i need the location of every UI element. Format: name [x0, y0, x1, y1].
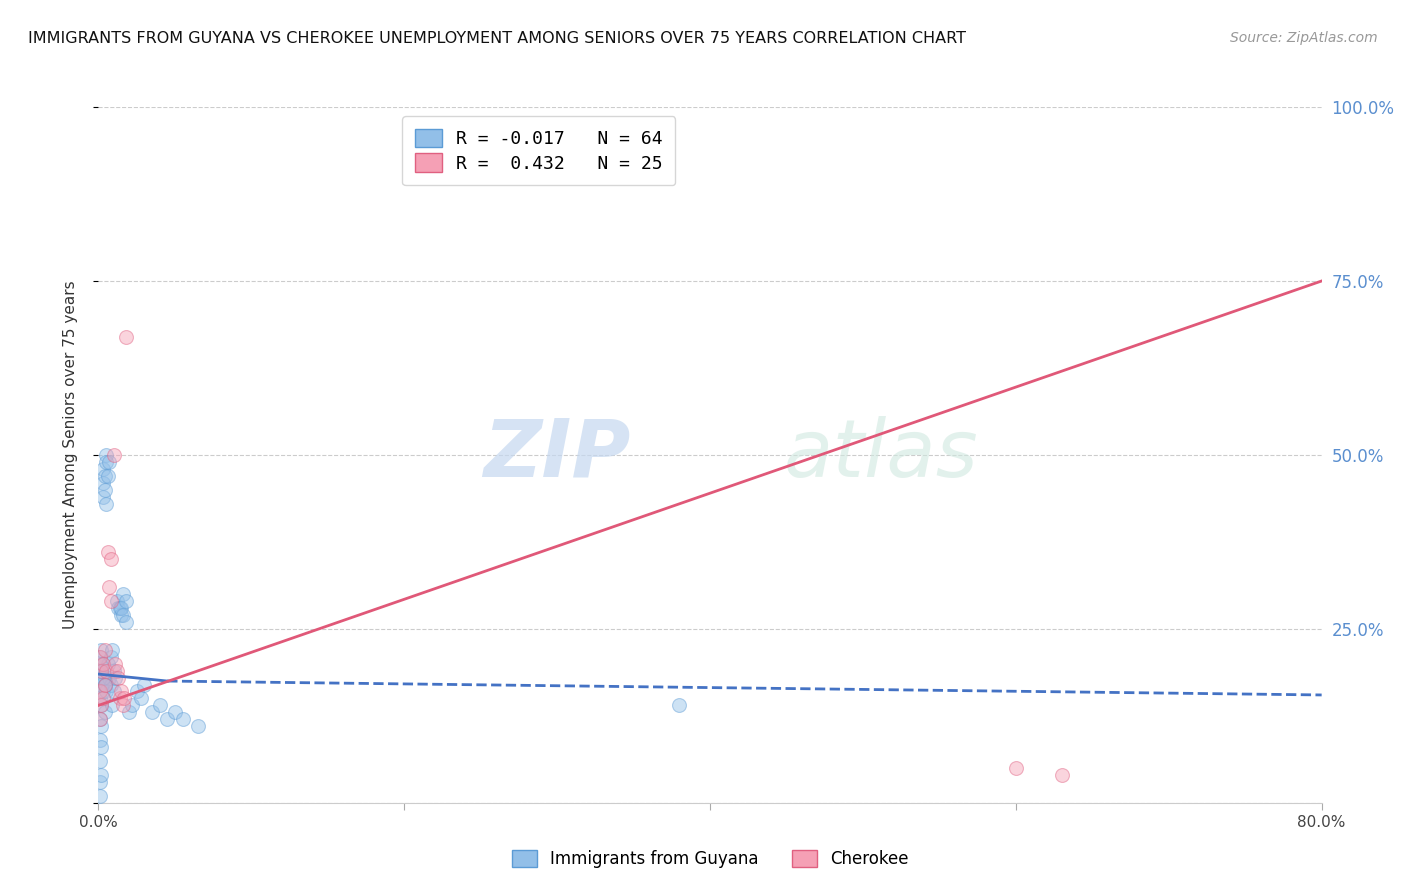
- Point: [149, 698, 172, 713]
- Point: [89, 733, 111, 747]
- Point: [101, 698, 124, 713]
- Point: [107, 601, 129, 615]
- Point: [91, 490, 114, 504]
- Point: [93, 642, 115, 657]
- Point: [111, 607, 134, 622]
- Point: [97, 545, 120, 559]
- Point: [93, 706, 115, 720]
- Point: [103, 664, 125, 678]
- Point: [90, 698, 112, 713]
- Point: [98, 455, 121, 469]
- Point: [90, 664, 112, 678]
- Point: [163, 706, 186, 720]
- Point: [110, 607, 132, 622]
- Point: [89, 754, 111, 768]
- Point: [110, 601, 132, 615]
- Text: IMMIGRANTS FROM GUYANA VS CHEROKEE UNEMPLOYMENT AMONG SENIORS OVER 75 YEARS CORR: IMMIGRANTS FROM GUYANA VS CHEROKEE UNEMP…: [28, 31, 966, 46]
- Point: [111, 587, 134, 601]
- Point: [89, 684, 111, 698]
- Point: [668, 698, 690, 713]
- Point: [101, 642, 124, 657]
- Point: [129, 691, 152, 706]
- Y-axis label: Unemployment Among Seniors over 75 years: Unemployment Among Seniors over 75 years: [63, 281, 77, 629]
- Point: [115, 615, 138, 629]
- Point: [89, 712, 111, 726]
- Point: [89, 789, 111, 803]
- Point: [90, 698, 112, 713]
- Point: [121, 698, 143, 713]
- Point: [97, 468, 120, 483]
- Point: [187, 719, 209, 733]
- Point: [89, 671, 111, 685]
- Point: [100, 677, 122, 691]
- Point: [98, 671, 121, 685]
- Point: [156, 712, 179, 726]
- Point: [90, 740, 112, 755]
- Point: [111, 698, 134, 713]
- Point: [89, 657, 111, 671]
- Point: [107, 671, 129, 685]
- Point: [89, 691, 111, 706]
- Point: [97, 657, 120, 671]
- Point: [91, 462, 114, 476]
- Point: [125, 684, 148, 698]
- Point: [108, 601, 131, 615]
- Point: [93, 677, 115, 691]
- Point: [90, 642, 112, 657]
- Point: [94, 684, 117, 698]
- Point: [91, 475, 114, 490]
- Point: [100, 594, 122, 608]
- Point: [115, 594, 138, 608]
- Point: [90, 768, 112, 782]
- Point: [90, 664, 112, 678]
- Point: [89, 775, 111, 789]
- Point: [89, 649, 111, 664]
- Text: atlas: atlas: [783, 416, 979, 494]
- Point: [90, 719, 112, 733]
- Point: [118, 706, 141, 720]
- Point: [141, 706, 163, 720]
- Point: [105, 594, 128, 608]
- Point: [1050, 768, 1073, 782]
- Point: [91, 657, 114, 671]
- Point: [94, 455, 117, 469]
- Point: [93, 677, 115, 691]
- Point: [93, 483, 115, 497]
- Point: [91, 671, 114, 685]
- Point: [104, 657, 127, 671]
- Point: [108, 691, 131, 706]
- Point: [104, 671, 127, 685]
- Point: [115, 329, 138, 343]
- Point: [112, 691, 135, 706]
- Point: [90, 664, 112, 678]
- Text: ZIP: ZIP: [484, 416, 630, 494]
- Point: [94, 448, 117, 462]
- Point: [93, 468, 115, 483]
- Point: [105, 664, 128, 678]
- Point: [90, 677, 112, 691]
- Point: [1004, 761, 1026, 775]
- Point: [91, 691, 114, 706]
- Point: [91, 684, 114, 698]
- Point: [94, 497, 117, 511]
- Point: [134, 677, 156, 691]
- Point: [89, 649, 111, 664]
- Point: [91, 657, 114, 671]
- Point: [172, 712, 194, 726]
- Point: [103, 448, 125, 462]
- Legend: Immigrants from Guyana, Cherokee: Immigrants from Guyana, Cherokee: [502, 839, 918, 878]
- Point: [98, 580, 121, 594]
- Point: [94, 664, 117, 678]
- Point: [89, 712, 111, 726]
- Point: [100, 552, 122, 566]
- Text: Source: ZipAtlas.com: Source: ZipAtlas.com: [1230, 31, 1378, 45]
- Point: [100, 649, 122, 664]
- Point: [103, 684, 125, 698]
- Point: [93, 671, 115, 685]
- Point: [110, 684, 132, 698]
